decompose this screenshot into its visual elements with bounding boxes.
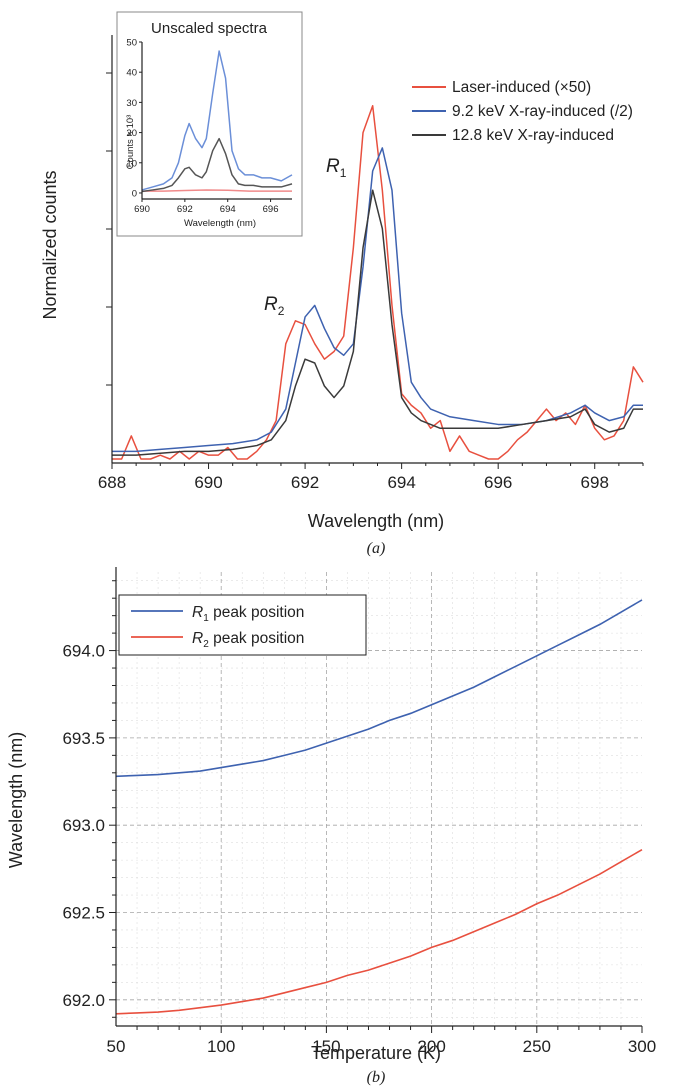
panel-a-x-tick-label: 690 [194,473,222,492]
inset-series-line-1 [141,50,293,191]
panel-a-y-axis-title: Normalized counts [40,170,60,319]
panel-b-y-tick-label: 692.0 [62,991,105,1010]
legend-label-9kev: 9.2 keV X-ray-induced (/2) [452,103,633,120]
inset-y-tick-label: 0 [132,188,137,199]
legend-label-r2-base: R [192,630,203,647]
inset-x-tick-label: 692 [177,204,193,215]
panel-b-x-tick-label: 200 [417,1037,445,1056]
panel-b-series-line-1 [115,848,643,1015]
inset-frame [116,11,303,237]
panel-b-ticks: 50 100 150 200 250 300 692.0 692.5 693.0 693.5 694… [62,580,656,1056]
panel-b-y-tick-label: 692.5 [62,904,105,923]
panel-a-x-tick-label: 696 [484,473,512,492]
inset-y-tick-label: 10 [126,158,137,169]
panel-a-x-tick-label: 694 [387,473,415,492]
r1-peak-label: R1 [326,156,347,180]
panel-b-x-tick-label: 150 [312,1037,340,1056]
legend-label-r1: R1 peak position [192,604,304,624]
panel-a: 688 690 692 694 696 698 Normalized counts Wav… [40,11,644,557]
panel-b-axes [115,567,642,1027]
legend-label-r2-rest: peak position [209,630,305,647]
panel-a-series-line-2 [112,189,643,456]
panel-b-grid [116,572,642,1026]
legend-label-r1-sub: 1 [203,613,209,624]
legend-label-r2: R2 peak position [192,630,304,650]
panel-b-x-tick-label: 50 [107,1037,126,1056]
panel-b-y-tick-label: 693.5 [62,729,105,748]
inset-chart: Unscaled spectra 0 10 20 30 40 50 690 692 694 696… [116,11,303,237]
panel-a-legend: Laser-induced (×50) 9.2 keV X-ray-induce… [412,79,633,144]
inset-x-axis-title: Wavelength (nm) [184,218,256,229]
panel-b-x-tick-label: 250 [523,1037,551,1056]
inset-title: Unscaled spectra [151,20,268,37]
inset-series [141,50,293,193]
r1-peak-label-base: R [326,156,340,177]
inset-y-tick-label: 40 [126,68,137,79]
panel-b-caption: (b) [367,1069,386,1086]
panel-b-series-line-0 [115,599,643,778]
r2-peak-label-sub: 2 [278,304,285,318]
r1-peak-label-sub: 1 [340,166,347,180]
inset-x-tick-label: 694 [220,204,236,215]
panel-b-y-axis-title: Wavelength (nm) [6,732,26,868]
inset-x-tick-label: 696 [263,204,279,215]
inset-y-tick-label: 50 [126,38,137,49]
panel-a-x-tick-label: 692 [291,473,319,492]
panel-b-legend: R1 peak position R2 peak position [118,594,367,656]
panel-b-y-tick-label: 694.0 [62,642,105,661]
panel-b-legend-box [118,594,367,656]
panel-a-x-tick-label: 698 [581,473,609,492]
inset-series-line-0 [142,189,292,192]
inset-series-line-2 [141,137,293,193]
r2-peak-label-base: R [264,294,278,315]
panel-b-x-tick-label: 100 [207,1037,235,1056]
panel-a-x-axis-title: Wavelength (nm) [308,511,444,531]
inset-y-tick-label: 30 [126,98,137,109]
panel-b: 50 100 150 200 250 300 692.0 692.5 693.0 693.5 694… [6,567,656,1086]
panel-a-x-ticks: 688 690 692 694 696 698 [98,463,644,492]
legend-label-laser: Laser-induced (×50) [452,79,591,96]
panel-a-x-tick-label: 688 [98,473,126,492]
legend-label-r1-base: R [192,604,203,621]
legend-label-r2-sub: 2 [203,639,209,650]
inset-axes: 0 10 20 30 40 50 690 692 694 696 [126,38,292,215]
inset-y-tick-label: 20 [126,128,137,139]
panel-b-y-tick-label: 693.0 [62,816,105,835]
panel-a-series-line-1 [112,147,643,453]
panel-b-x-tick-label: 300 [628,1037,656,1056]
legend-label-r1-rest: peak position [209,604,305,621]
inset-x-tick-label: 690 [134,204,150,215]
panel-a-caption: (a) [367,540,386,557]
panel-b-x-axis-title: Temperature (K) [311,1043,441,1063]
r2-peak-label: R2 [264,294,285,318]
panel-a-series [112,104,644,460]
panel-b-series [115,599,643,1015]
legend-label-12kev: 12.8 keV X-ray-induced [452,127,614,144]
panel-a-y-ticks [106,72,112,386]
inset-y-axis-title: Counts × 10³ [125,115,136,170]
